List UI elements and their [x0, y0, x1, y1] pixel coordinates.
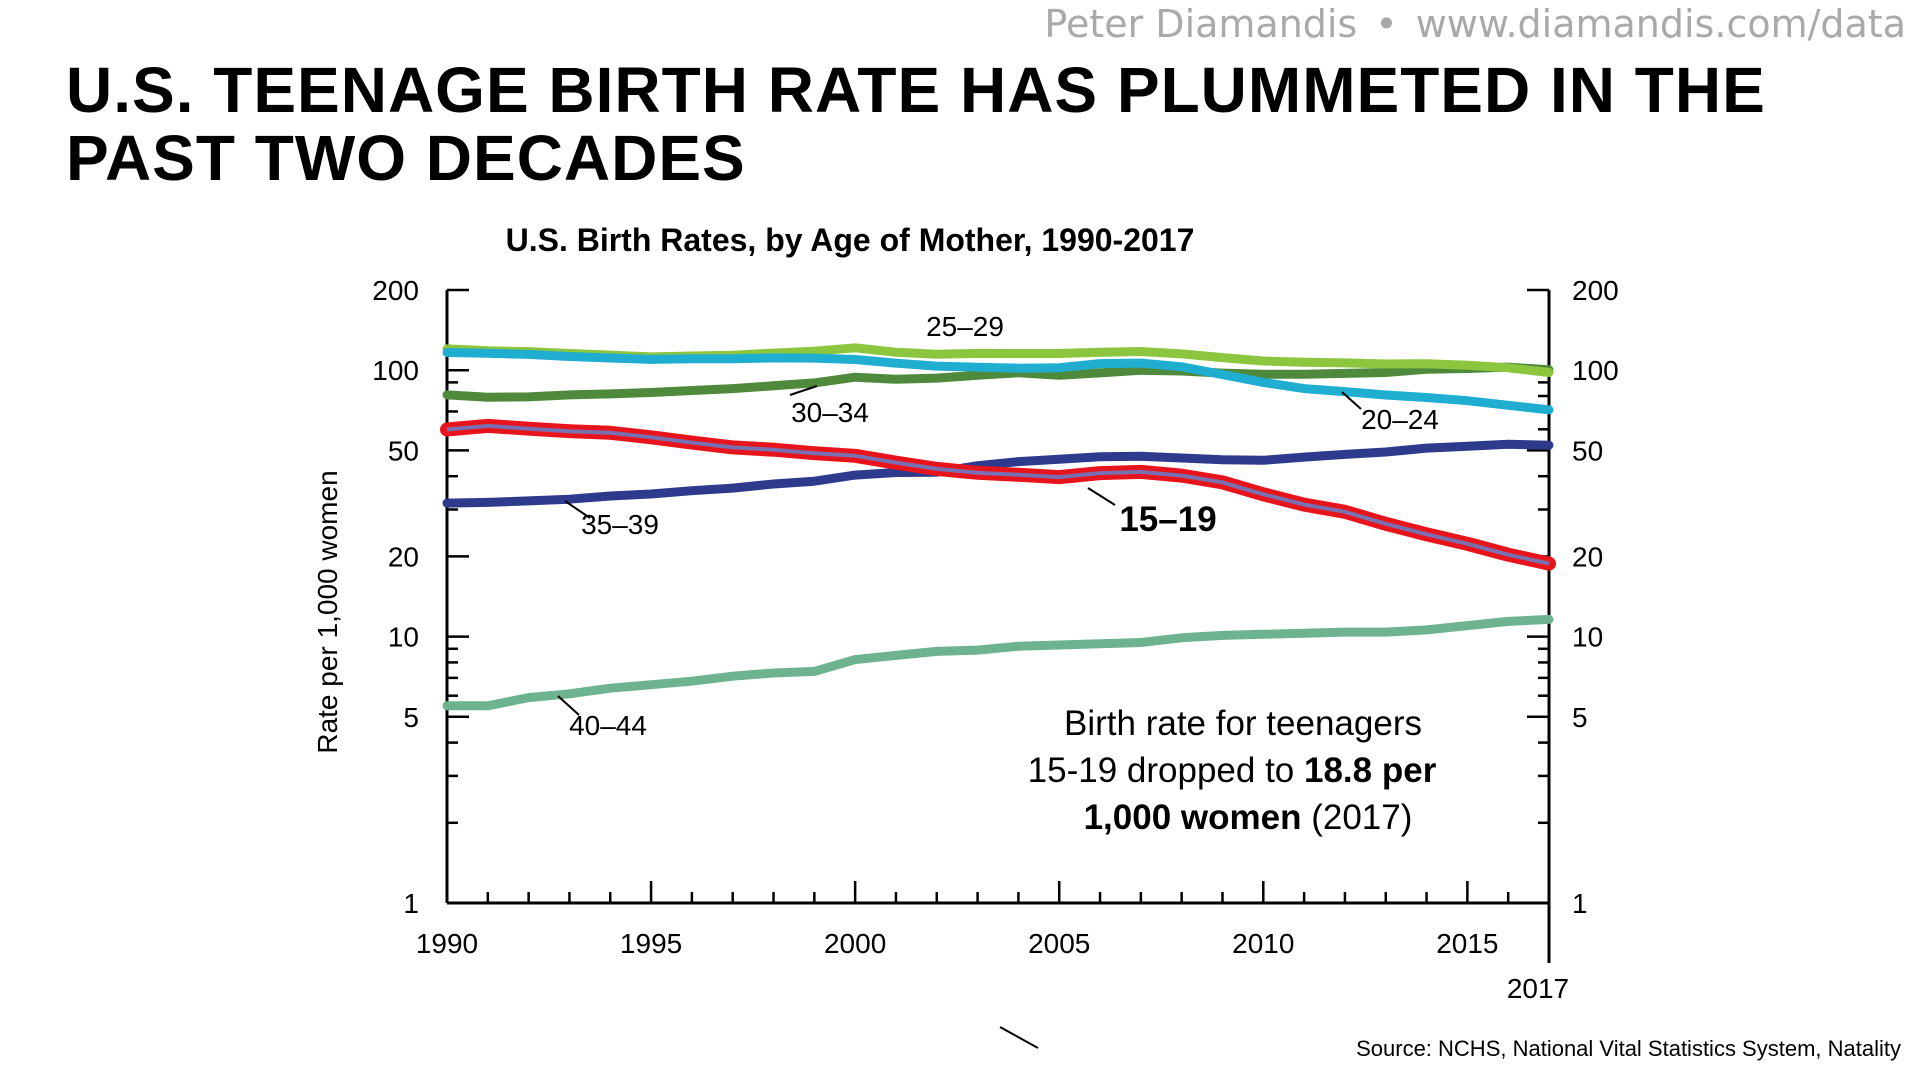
x-end-label: 2017: [1507, 973, 1569, 1004]
series-line-40-44: [442, 614, 1554, 711]
y-tick-label-left: 20: [388, 541, 419, 572]
annotation-line-2: 15-19 dropped to 18.8 per: [1028, 751, 1437, 790]
chart-axes: 1 1 5 5 10 10 20 20 50 50 100 100 200 200 1990 1995 2000…: [372, 275, 1618, 1004]
y-tick-label-right: 100: [1572, 355, 1619, 386]
y-tick-label-left: 1: [403, 888, 419, 919]
x-tick-label: 1995: [620, 928, 682, 959]
annotation-line-3-bold: 1,000 women: [1084, 798, 1302, 837]
annotation-line-2-bold: 18.8 per: [1304, 751, 1437, 790]
series-label-s-40-44: 40–44: [569, 710, 647, 741]
attribution-separator: •: [1375, 2, 1398, 46]
attribution: Peter Diamandis • www.diamandis.com/data: [1044, 2, 1906, 46]
x-tick-label: 2010: [1232, 928, 1294, 959]
y-tick-label-right: 200: [1572, 275, 1619, 306]
y-tick-label-left: 5: [403, 702, 419, 733]
source-note: Source: NCHS, National Vital Statistics …: [1356, 1036, 1901, 1061]
y-tick-label-left: 10: [388, 622, 419, 653]
annotation-line-3-plain: (2017): [1301, 798, 1412, 837]
annotation-line-3: 1,000 women (2017): [1084, 798, 1413, 837]
series-label-leader-s-30-34: [789, 385, 818, 396]
y-tick-label-right: 20: [1572, 541, 1603, 572]
series-line-30-34: [442, 362, 1554, 402]
chart-title: U.S. Birth Rates, by Age of Mother, 1990…: [506, 222, 1195, 258]
chart-series: [440, 343, 1556, 711]
series-line-35-39: [442, 439, 1554, 508]
y-tick-label-right: 5: [1572, 702, 1588, 733]
x-tick-label: 1990: [416, 928, 478, 959]
series-label-s-35-39: 35–39: [581, 509, 659, 540]
series-label-leader-s-35-39: [564, 500, 591, 519]
series-label-s-25-29: 25–29: [926, 311, 1004, 342]
series-line-15-19-center: [446, 423, 1550, 566]
y-axis-label: Rate per 1,000 women: [312, 470, 343, 753]
series-label-leader-s-25-29: [999, 1026, 1039, 1049]
x-tick-label: 2005: [1028, 928, 1090, 959]
y-tick-label-left: 200: [372, 275, 419, 306]
y-tick-label-right: 50: [1572, 435, 1603, 466]
series-label-s-30-34: 30–34: [791, 397, 869, 428]
series-label-s-20-24: 20–24: [1361, 404, 1439, 435]
series-label-leader-s-40-44: [557, 695, 580, 716]
annotation-line-2-plain: 15-19 dropped to: [1028, 751, 1304, 790]
y-tick-label-left: 100: [372, 355, 419, 386]
chart-annotation: Birth rate for teenagers 15-19 dropped t…: [1028, 704, 1437, 837]
y-tick-label-right: 10: [1572, 622, 1603, 653]
slide-title: U.S. TEENAGE BIRTH RATE HAS PLUMMETED IN…: [66, 54, 1766, 194]
annotation-line-1: Birth rate for teenagers: [1064, 704, 1422, 743]
series-label-s-15-19: 15–19: [1119, 500, 1216, 539]
series-label-leader-s-20-24: [1341, 391, 1362, 410]
attribution-author: Peter Diamandis: [1044, 2, 1358, 46]
x-tick-label: 2015: [1436, 928, 1498, 959]
attribution-url: www.diamandis.com/data: [1415, 2, 1906, 46]
series-line-20-24: [442, 348, 1554, 415]
y-tick-label-right: 1: [1572, 888, 1588, 919]
series-label-leader-s-15-19: [1087, 487, 1116, 506]
x-tick-label: 2000: [824, 928, 886, 959]
chart-labels: 25–29 30–34 20–24 35–39 15–19 40–44: [557, 311, 1439, 1049]
y-tick-label-left: 50: [388, 435, 419, 466]
